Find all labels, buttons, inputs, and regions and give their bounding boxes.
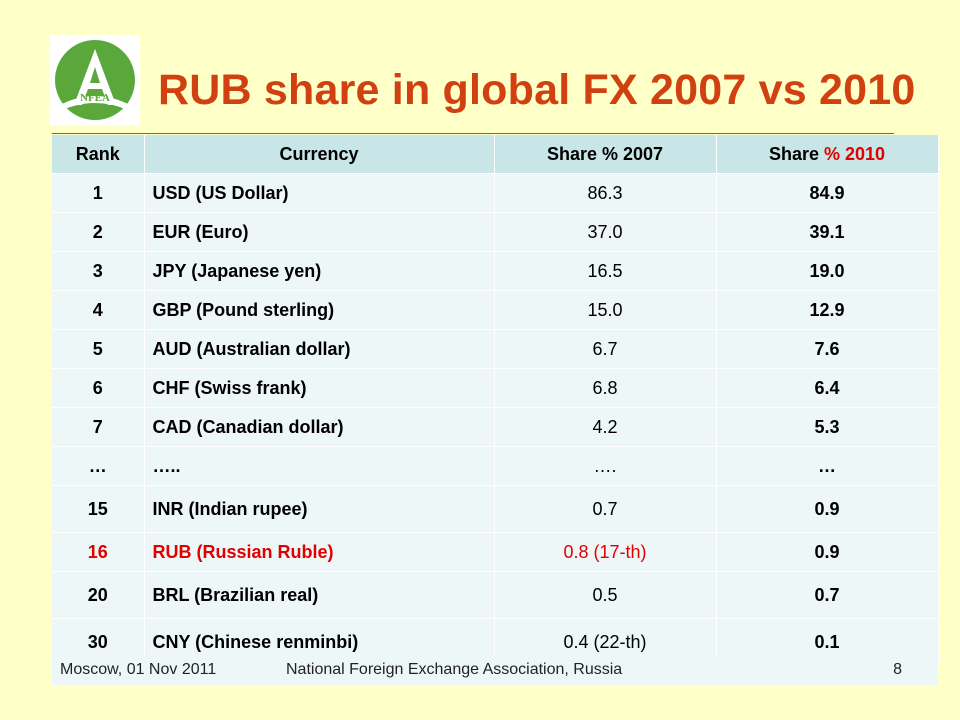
table-row: 15 INR (Indian rupee) 0.7 0.9 [52, 485, 939, 533]
table-row: 2 EUR (Euro) 37.0 39.1 [52, 212, 939, 252]
header-share-2010-prefix: Share [768, 143, 824, 164]
cell-share-2010: 7.6 [716, 329, 939, 369]
cell-share-2007: 37.0 [494, 212, 717, 252]
slide-title: RUB share in global FX 2007 vs 2010 [158, 66, 916, 114]
cell-share-2010: 0.7 [716, 571, 939, 619]
table-row: 5 AUD (Australian dollar) 6.7 7.6 [52, 329, 939, 369]
cell-currency: CAD (Canadian dollar) [144, 407, 495, 447]
cell-share-2010: 39.1 [716, 212, 939, 252]
cell-share-2010: 84.9 [716, 173, 939, 213]
cell-rank: 7 [52, 407, 145, 447]
header-share-2007: Share % 2007 [494, 135, 717, 174]
cell-share-2010: 5.3 [716, 407, 939, 447]
table-header-row: Rank Currency Share % 2007 Share % 2010 [52, 135, 939, 174]
cell-share-2007: 16.5 [494, 251, 717, 291]
cell-currency: EUR (Euro) [144, 212, 495, 252]
cell-share-2007: 15.0 [494, 290, 717, 330]
title-divider [52, 133, 894, 134]
table-row: 4 GBP (Pound sterling) 15.0 12.9 [52, 290, 939, 330]
table-row: 6 CHF (Swiss frank) 6.8 6.4 [52, 368, 939, 408]
cell-share-2010: 6.4 [716, 368, 939, 408]
cell-rank: 2 [52, 212, 145, 252]
header-currency: Currency [144, 135, 495, 174]
table-row-ellipsis: … ….. …. … [52, 446, 939, 486]
cell-share-2007: 6.7 [494, 329, 717, 369]
cell-share-2007: 4.2 [494, 407, 717, 447]
cell-currency: AUD (Australian dollar) [144, 329, 495, 369]
cell-share-2007: …. [494, 446, 717, 486]
cell-rank: 6 [52, 368, 145, 408]
table-row: 20 BRL (Brazilian real) 0.5 0.7 [52, 571, 939, 619]
header-rank: Rank [52, 135, 145, 174]
cell-currency: USD (US Dollar) [144, 173, 495, 213]
logo-text: NFEA [80, 92, 110, 104]
footer-organization: National Foreign Exchange Association, R… [286, 661, 623, 678]
fx-share-table: Rank Currency Share % 2007 Share % 2010 … [52, 135, 939, 666]
nfea-logo-icon: NFEA [50, 35, 140, 125]
footer-date: Moscow, 01 Nov 2011 [60, 661, 217, 678]
cell-share-2010: 0.9 [716, 485, 939, 533]
cell-share-2007: 0.7 [494, 485, 717, 533]
table-row: 7 CAD (Canadian dollar) 4.2 5.3 [52, 407, 939, 447]
cell-share-2007: 0.8 (17-th) [494, 532, 717, 572]
header-share-2010-highlight: % 2010 [823, 143, 886, 164]
cell-currency: GBP (Pound sterling) [144, 290, 495, 330]
cell-share-2007: 0.5 [494, 571, 717, 619]
cell-rank: 16 [52, 532, 145, 572]
cell-currency: JPY (Japanese yen) [144, 251, 495, 291]
table-row: 1 USD (US Dollar) 86.3 84.9 [52, 173, 939, 213]
cell-rank: 3 [52, 251, 145, 291]
cell-rank: 15 [52, 485, 145, 533]
footer-page-number: 8 [893, 661, 902, 678]
cell-currency: RUB (Russian Ruble) [144, 532, 495, 572]
cell-share-2010: … [716, 446, 939, 486]
table-row-highlighted: 16 RUB (Russian Ruble) 0.8 (17-th) 0.9 [52, 532, 939, 572]
cell-share-2010: 0.9 [716, 532, 939, 572]
cell-rank: … [52, 446, 145, 486]
cell-rank: 1 [52, 173, 145, 213]
cell-share-2010: 12.9 [716, 290, 939, 330]
cell-rank: 20 [52, 571, 145, 619]
cell-currency: ….. [144, 446, 495, 486]
cell-share-2007: 86.3 [494, 173, 717, 213]
cell-rank: 5 [52, 329, 145, 369]
header-share-2010: Share % 2010 [716, 135, 939, 174]
cell-currency: BRL (Brazilian real) [144, 571, 495, 619]
cell-currency: CHF (Swiss frank) [144, 368, 495, 408]
cell-currency: INR (Indian rupee) [144, 485, 495, 533]
table-row: 3 JPY (Japanese yen) 16.5 19.0 [52, 251, 939, 291]
cell-rank: 4 [52, 290, 145, 330]
slide-footer: Moscow, 01 Nov 2011 National Foreign Exc… [52, 655, 938, 685]
cell-share-2007: 6.8 [494, 368, 717, 408]
cell-share-2010: 19.0 [716, 251, 939, 291]
